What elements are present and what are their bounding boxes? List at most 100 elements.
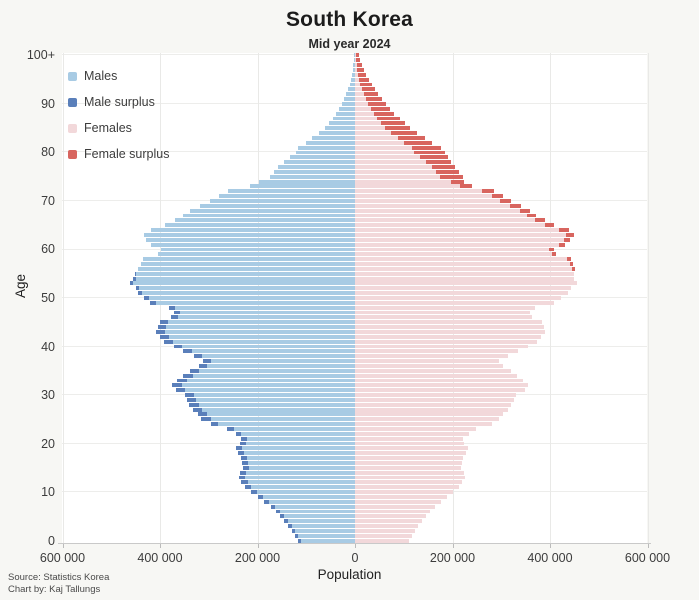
y-tick-label: 0 [48,533,55,548]
x-axis-line [58,543,651,544]
bar-male-surplus [144,296,150,300]
bar-male-surplus [270,504,276,509]
bar-female [355,427,477,431]
bar-female [355,77,360,82]
bar-male [192,349,355,354]
bar-male [274,169,355,174]
bar-female [355,441,464,446]
bar-male-surplus [288,524,292,528]
legend-item-female-surplus: Female surplus [68,141,169,167]
bar-male-surplus [156,330,165,334]
bar-female [355,126,385,131]
bar-male-surplus [280,514,285,519]
bar-female [355,533,413,538]
bar-female [355,135,398,140]
legend-label: Female surplus [84,147,170,161]
bar-female [355,252,552,257]
bar-female [355,174,440,179]
bar-female-surplus [439,174,463,179]
bar-female [355,509,430,514]
bar-female [355,320,543,325]
bar-female [355,291,568,296]
bar-male [248,461,355,465]
bar-female [355,368,511,373]
bar-male [353,63,355,68]
bar-male-surplus [235,431,242,436]
bar-female-surplus [361,87,375,92]
x-tick-label: 200 000 [234,551,281,565]
bar-female [355,155,420,160]
bar-female [355,494,448,499]
bar-female-surplus [545,223,554,228]
bar-female [355,300,554,305]
bar-female-surplus [563,237,571,242]
bar-male [151,228,355,233]
bar-male-surplus [175,388,186,393]
population-pyramid-plot: Males Male surplus Females Female surplu… [62,53,649,543]
bar-male [325,126,355,131]
bar-male [146,237,355,242]
y-tick-label: 20 [41,436,55,451]
gridline-vertical [62,53,64,543]
bar-female-surplus [450,179,465,184]
bar-male-surplus [227,427,234,431]
bar-male [346,92,355,97]
bar-male [349,82,355,87]
bar-male [275,504,355,509]
x-tick-label: 200 000 [429,551,476,565]
bar-male [295,528,355,533]
bar-female-surplus [558,228,569,233]
bar-male [300,538,355,543]
bar-male [288,519,355,524]
source-text: Source: Statistics Korea [8,572,110,583]
bar-male-surplus [241,436,248,441]
bar-female [355,257,567,262]
bar-male [283,160,355,165]
bar-male-surplus [297,538,301,543]
bar-female-surplus [411,145,441,150]
bar-male [250,184,355,189]
bar-male [135,276,355,281]
x-tick-label: 600 000 [39,551,86,565]
bar-female [355,276,575,281]
y-tick-label: 60 [41,242,55,257]
bar-male-surplus [198,412,208,417]
bar-male [160,247,355,252]
legend-label: Males [84,69,118,83]
bar-female [355,242,559,247]
bar-female-surplus [419,155,448,160]
bar-female-surplus [459,184,472,189]
bar-male-surplus [189,402,199,407]
bar-female [355,68,358,72]
female-surplus-swatch-icon [68,149,77,159]
bar-female [355,218,536,223]
bar-male-surplus [185,393,195,397]
bar-male [290,155,355,160]
bar-female [355,431,469,436]
bar-female [355,286,571,291]
bar-male-surplus [177,378,187,383]
bar-male [196,397,355,402]
bar-male [165,325,355,330]
bar-female-surplus [356,63,362,68]
bar-male [182,383,355,388]
bar-male [306,140,355,145]
bar-male-surplus [183,349,193,354]
bar-male-surplus [172,383,183,388]
legend-item-males: Males [68,63,169,89]
bar-male [167,320,355,325]
bar-male [262,494,355,499]
bar-female [355,446,469,451]
bar-female [355,213,527,218]
bar-female-surplus [365,97,383,102]
bar-female [355,456,464,461]
bar-female [355,514,426,519]
bar-female [355,281,578,286]
bar-female-surplus [380,121,405,126]
x-axis-tick [160,544,161,548]
bar-male-surplus [173,344,183,349]
bar-male-surplus [134,271,136,276]
bar-male-surplus [264,499,270,504]
bar-male [312,135,355,140]
bar-female-surplus [371,106,391,111]
